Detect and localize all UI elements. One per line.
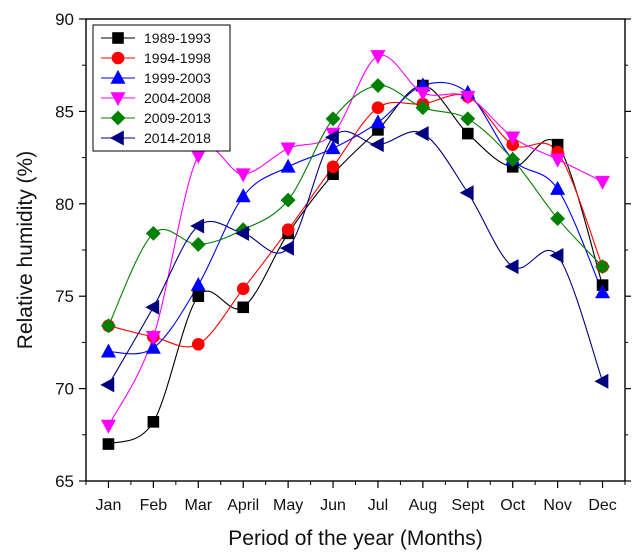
data-point-2014-2018 [279, 240, 294, 256]
data-point-2009-2013 [460, 111, 476, 127]
data-point-2009-2013 [145, 225, 161, 241]
legend-label: 1999-2003 [144, 70, 211, 86]
series-line-2009-2013 [107, 84, 603, 327]
data-point-1999-2003 [235, 188, 251, 203]
data-point-1999-2003 [595, 284, 611, 299]
y-tick-label: 80 [55, 195, 74, 214]
data-point-1994-1998 [326, 160, 340, 174]
legend-label: 1994-1998 [144, 50, 211, 66]
data-point-2009-2013 [370, 78, 386, 93]
y-axis-ticks: 65 70 75 80 85 90 [55, 10, 631, 491]
data-point-1989-1993 [102, 438, 115, 450]
data-point-2014-2018 [145, 299, 160, 315]
data-point-2014-2018 [504, 259, 519, 275]
data-point-1989-1993 [192, 290, 205, 303]
data-point-2004-2008 [145, 331, 161, 345]
legend-marker [109, 130, 124, 146]
data-point-2014-2018 [414, 126, 429, 142]
x-axis-label: Period of the year (Months) [228, 527, 482, 550]
data-point-2009-2013 [325, 111, 341, 127]
y-tick-label: 75 [55, 287, 74, 306]
legend-marker [110, 110, 126, 126]
data-point-1999-2003 [325, 140, 341, 155]
data-point-1999-2003 [370, 114, 386, 129]
data-point-2004-2008 [235, 168, 251, 183]
legend: 1989-1993 1994-1998 1999-2003 2004-2008 2009… [92, 24, 231, 152]
x-tick-label: Aug [409, 497, 437, 514]
data-point-2014-2018 [549, 248, 564, 264]
x-tick-label: Nov [543, 497, 571, 514]
data-point-1994-1998 [281, 223, 295, 236]
y-axis-label: Relative humidity (%) [14, 151, 37, 349]
x-tick-label: Jan [96, 497, 122, 514]
data-point-1999-2003 [550, 180, 566, 195]
x-tick-label: Jul [368, 497, 388, 514]
series-line-1989-1993 [108, 84, 604, 445]
legend-box [92, 24, 231, 152]
data-point-1989-1993 [237, 301, 250, 314]
data-point-2014-2018 [594, 373, 609, 389]
data-point-2014-2018 [235, 225, 250, 241]
x-tick-label: Mar [185, 497, 213, 514]
series-markers [100, 50, 611, 450]
x-tick-label: Oct [500, 497, 525, 514]
x-tick-label: Sept [451, 497, 484, 514]
data-point-2004-2008 [100, 419, 116, 434]
data-point-2014-2018 [190, 218, 205, 234]
series-line-2014-2018 [107, 130, 604, 386]
data-point-2004-2008 [505, 131, 521, 146]
data-point-2014-2018 [369, 137, 384, 153]
x-tick-label: April [227, 497, 259, 514]
x-axis-ticks: Jan Feb Mar April May Jun Jul Aug Sept Oct Nov Dec [85, 481, 626, 514]
data-point-1999-2003 [190, 276, 206, 291]
data-point-2009-2013 [190, 237, 206, 252]
x-tick-label: Jun [320, 497, 346, 514]
data-point-2014-2018 [459, 185, 474, 201]
data-point-1994-1998 [191, 337, 205, 351]
y-tick-label: 90 [55, 10, 74, 29]
legend-label: 2014-2018 [144, 130, 211, 146]
data-point-2004-2008 [370, 50, 386, 65]
data-point-2009-2013 [280, 192, 296, 208]
legend-marker [110, 92, 126, 107]
data-point-2004-2008 [595, 175, 611, 190]
data-point-2014-2018 [324, 129, 339, 145]
y-tick-label: 65 [55, 472, 74, 491]
legend-marker [111, 51, 125, 65]
data-point-2009-2013 [595, 259, 610, 275]
data-point-2009-2013 [550, 211, 566, 227]
data-point-1999-2003 [145, 339, 161, 354]
data-point-1989-1993 [461, 127, 474, 140]
data-point-1994-1998 [371, 101, 385, 115]
legend-label: 1989-1993 [144, 30, 211, 46]
legend-label: 2009-2013 [144, 110, 211, 126]
x-tick-label: Dec [588, 497, 616, 514]
data-point-2009-2013 [505, 152, 521, 167]
y-tick-label: 70 [55, 380, 74, 399]
x-tick-label: Feb [140, 497, 168, 514]
data-point-1999-2003 [280, 158, 296, 173]
data-point-2004-2008 [460, 90, 476, 105]
data-point-2014-2018 [100, 377, 115, 393]
data-point-2004-2008 [415, 87, 431, 102]
y-tick-label: 85 [55, 102, 74, 121]
data-point-2009-2013 [415, 100, 431, 116]
data-point-1994-1998 [236, 282, 250, 296]
data-point-2009-2013 [101, 318, 116, 334]
data-point-2004-2008 [190, 149, 206, 164]
data-point-1989-1993 [147, 416, 160, 428]
data-point-2004-2008 [550, 153, 566, 168]
legend-marker [110, 69, 126, 84]
legend-label: 2004-2008 [144, 90, 211, 106]
data-point-2004-2008 [280, 142, 296, 157]
data-point-1999-2003 [100, 343, 116, 358]
x-tick-label: May [273, 497, 303, 514]
legend-marker [112, 32, 124, 44]
